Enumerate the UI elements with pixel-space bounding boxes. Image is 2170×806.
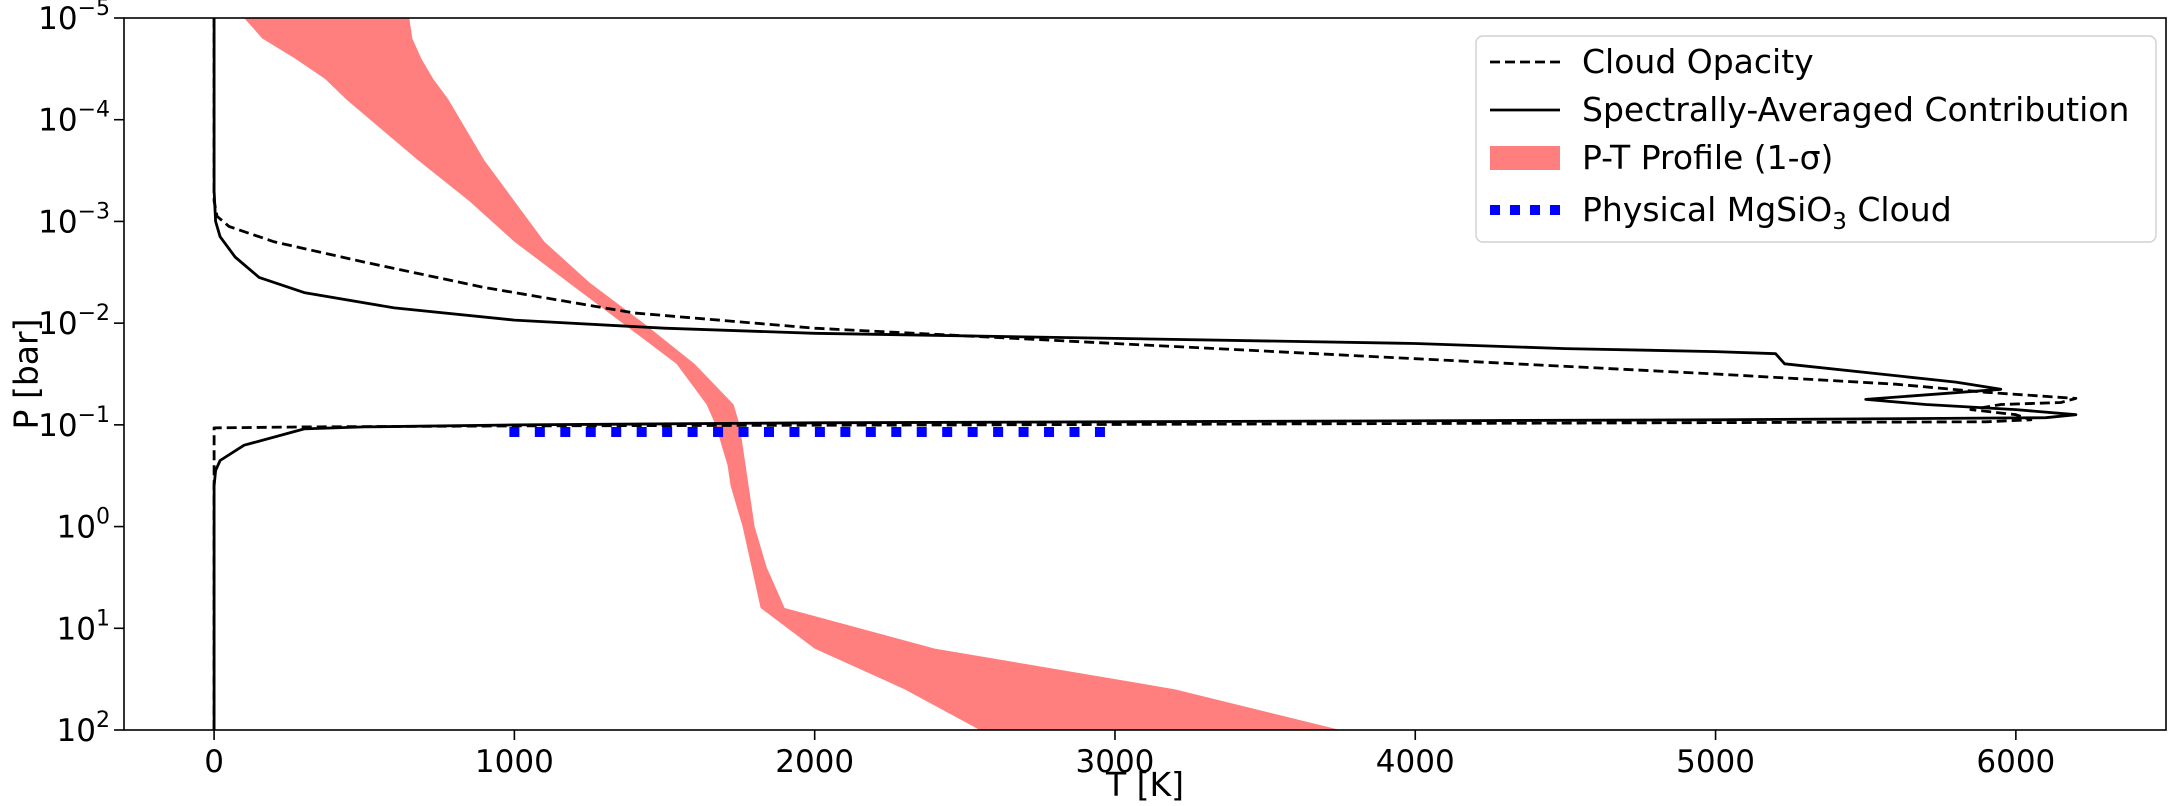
y-axis-ticks: 10−5 10−4 10−3 10−2 10−1 100 101 102 <box>38 0 124 749</box>
cloud-marker <box>738 426 749 437</box>
pt-profile-band <box>244 18 1341 730</box>
profile-lines-layer <box>212 18 2078 730</box>
cloud-marker <box>1069 426 1080 437</box>
cloud-marker <box>509 426 520 437</box>
y-axis-label: P [bar] <box>7 319 46 430</box>
cloud-marker <box>814 426 825 437</box>
cloud-marker <box>942 426 953 437</box>
legend-box <box>1475 35 2157 243</box>
y-tick-label: 10−3 <box>38 199 110 240</box>
legend-label-cloud_opacity: Cloud Opacity <box>1582 42 1814 81</box>
y-tick-label: 10−4 <box>38 98 110 139</box>
cloud-marker <box>534 426 545 437</box>
cloud-marker <box>865 426 876 437</box>
x-tick-label: 1000 <box>475 744 554 780</box>
y-tick-label: 101 <box>57 606 110 647</box>
y-tick-label: 100 <box>57 505 110 546</box>
y-tick-label: 10−5 <box>38 0 110 37</box>
plot-frame <box>123 17 2167 731</box>
cloud-marker <box>611 426 622 437</box>
x-tick-label: 2000 <box>775 744 854 780</box>
cloud-marker <box>891 426 902 437</box>
cloud-marker <box>967 426 978 437</box>
pt-profile-band-layer <box>244 18 1341 730</box>
legend-handle-band <box>1490 146 1560 170</box>
legend-handle-dot <box>1490 205 1500 215</box>
legend-label-contribution: Spectrally-Averaged Contribution <box>1582 90 2129 129</box>
cloud-marker <box>585 426 596 437</box>
cloud-marker <box>687 426 698 437</box>
y-tick-label: 10−2 <box>38 301 110 342</box>
physical-cloud-layer <box>509 426 1105 437</box>
x-tick-label: 5000 <box>1676 744 1755 780</box>
cloud-marker <box>1094 426 1105 437</box>
cloud-marker <box>789 426 800 437</box>
x-tick-label: 3000 <box>1076 744 1155 780</box>
x-axis-label: T [K] <box>1105 765 1184 804</box>
legend-label-physical_cloud: Physical MgSiO3 Cloud <box>1582 190 1952 235</box>
contribution-line <box>212 18 2078 730</box>
x-tick-label: 0 <box>204 744 224 780</box>
cloud-marker <box>1018 426 1029 437</box>
cloud-marker <box>662 426 673 437</box>
x-tick-label: 4000 <box>1376 744 1455 780</box>
legend-handle-dot <box>1530 205 1540 215</box>
legend: Cloud Opacity Spectrally-Averaged Contrib… <box>1475 35 2157 243</box>
y-tick-label: 10−1 <box>38 403 110 444</box>
y-tick-label: 102 <box>57 708 110 749</box>
cloud-marker <box>560 426 571 437</box>
legend-handle-dot <box>1510 205 1520 215</box>
cloud-marker <box>916 426 927 437</box>
cloud-marker <box>993 426 1004 437</box>
x-axis-ticks: 0 1000 2000 3000 4000 5000 6000 <box>204 730 2055 780</box>
legend-handle-dot <box>1550 205 1560 215</box>
cloud-marker <box>1044 426 1055 437</box>
cloud-marker <box>713 426 724 437</box>
legend-label-pt_profile: P-T Profile (1-σ) <box>1582 138 1833 177</box>
x-tick-label: 6000 <box>1976 744 2055 780</box>
cloud-opacity-line <box>212 18 2078 730</box>
cloud-marker <box>763 426 774 437</box>
cloud-marker <box>840 426 851 437</box>
cloud-marker <box>636 426 647 437</box>
